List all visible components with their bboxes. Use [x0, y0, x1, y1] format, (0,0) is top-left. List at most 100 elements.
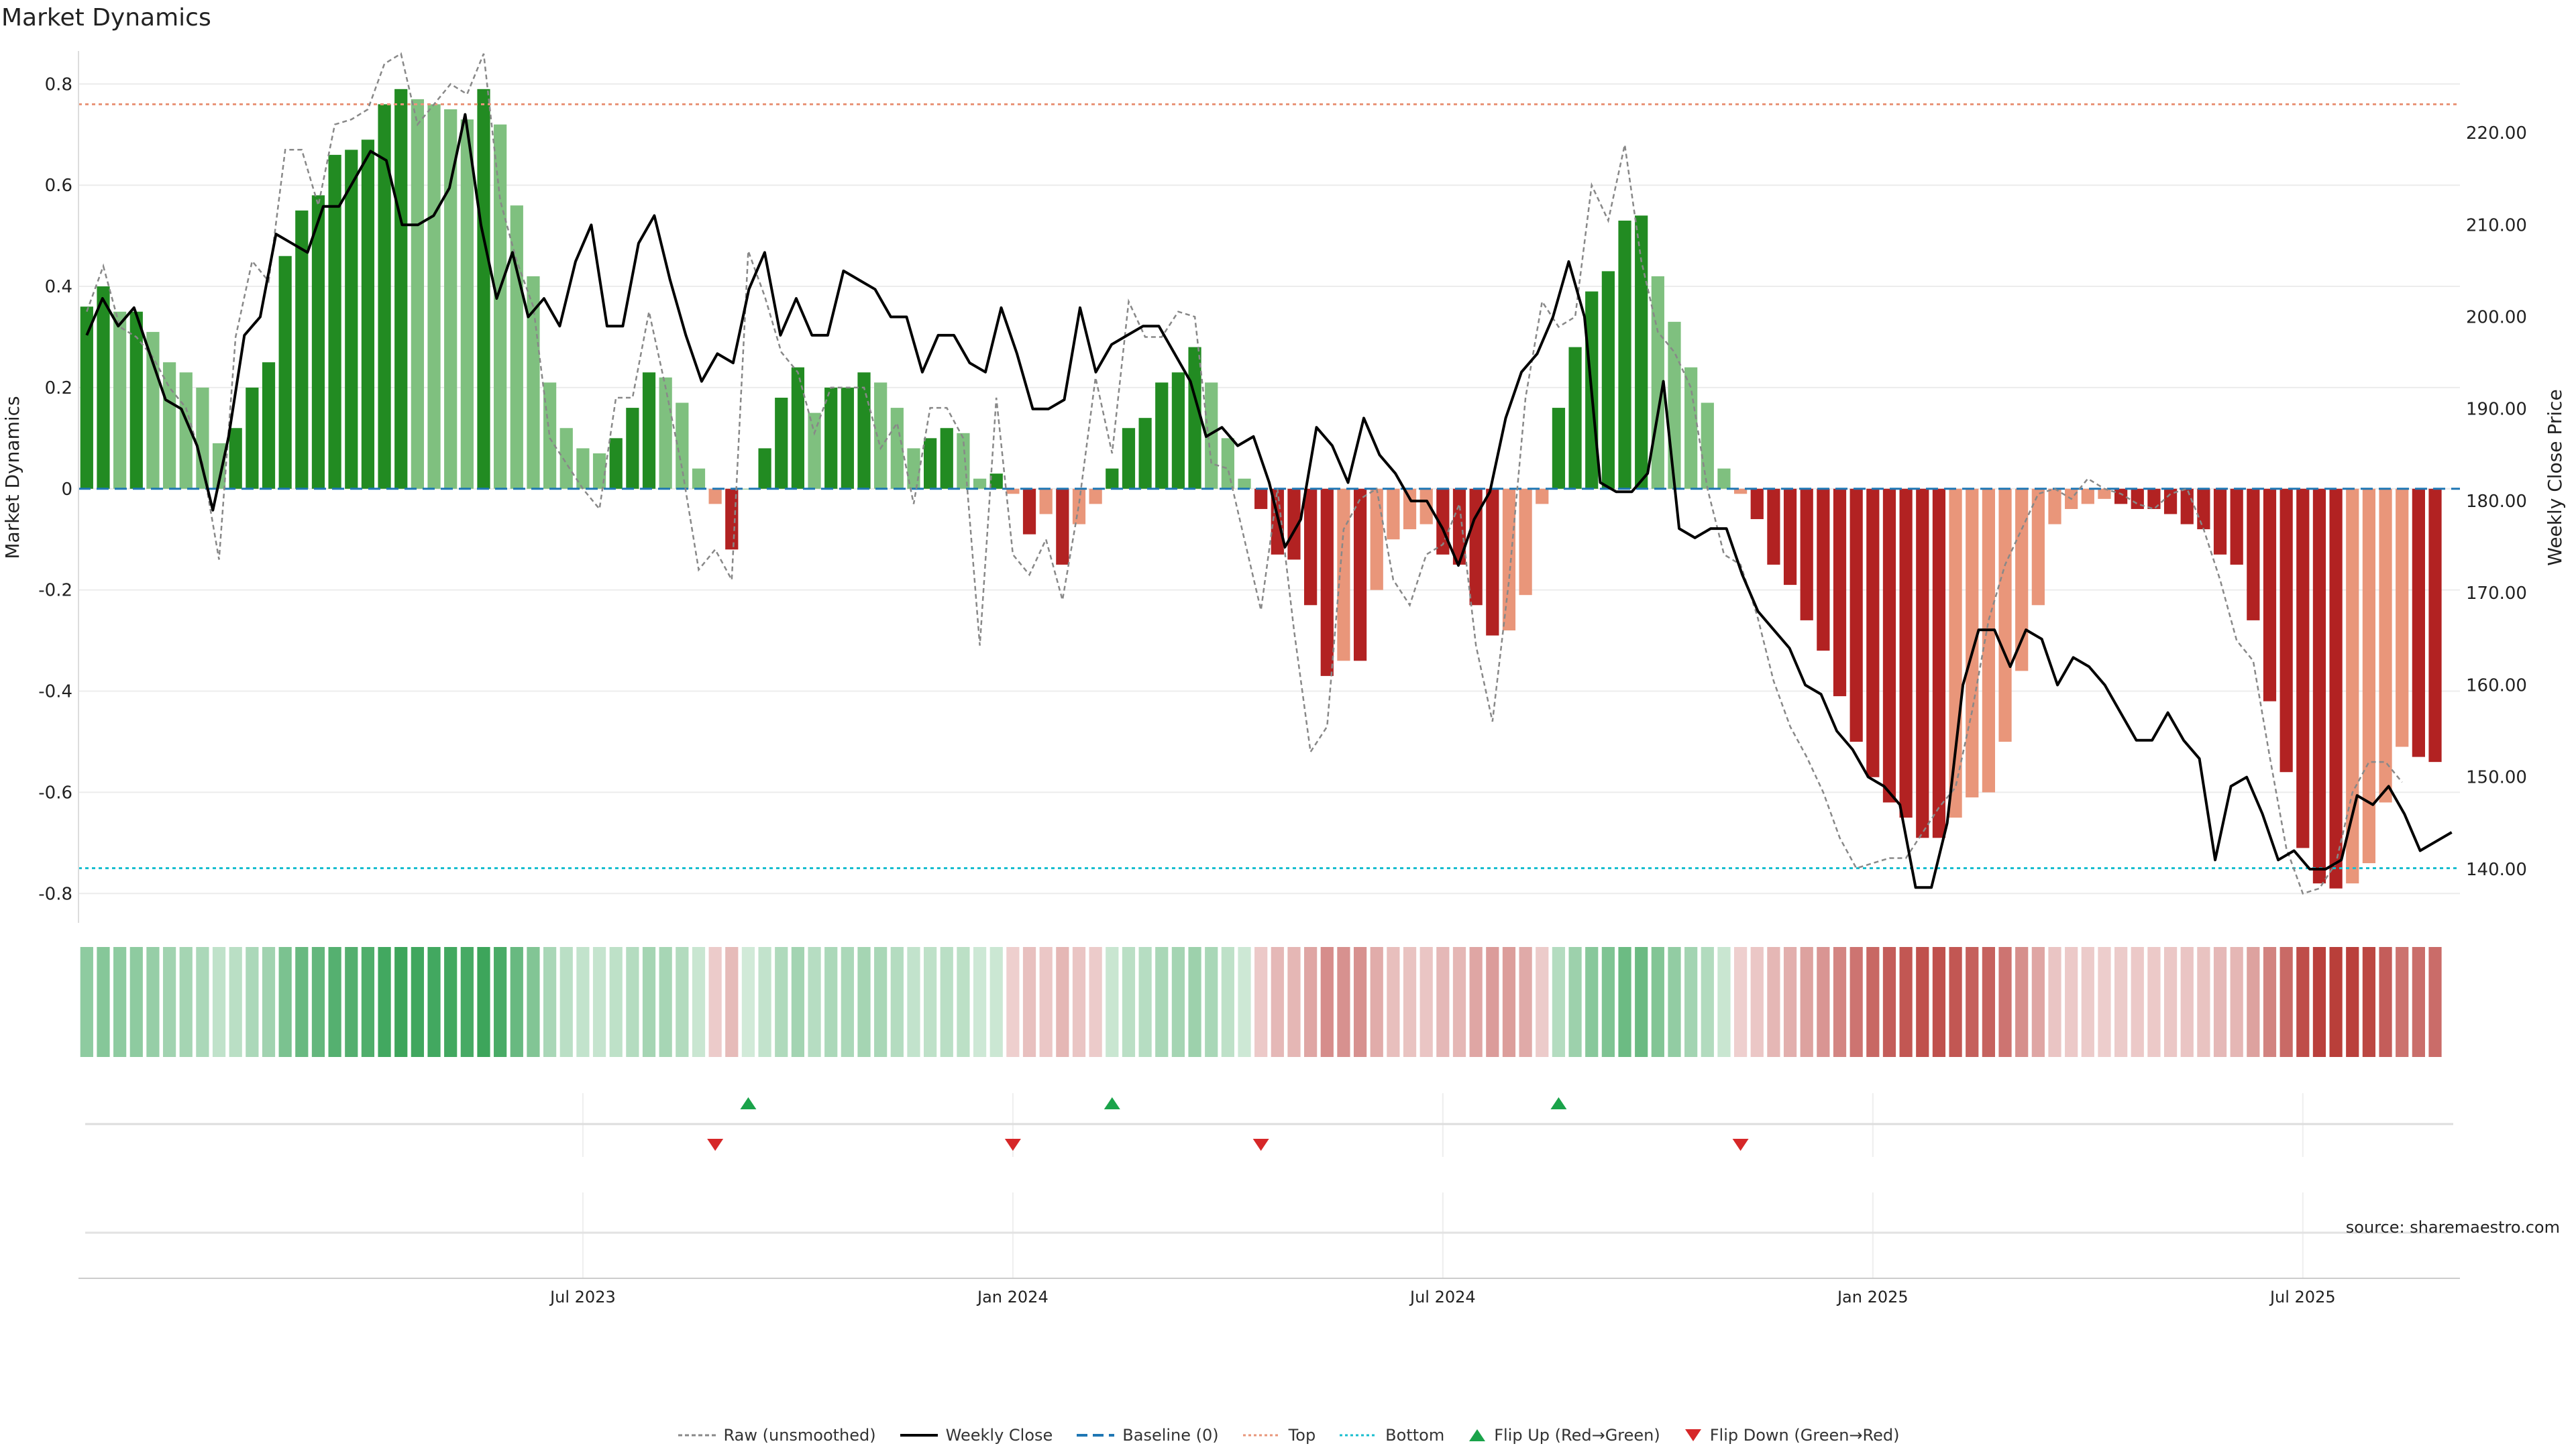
bar: [676, 402, 689, 489]
bar: [2412, 488, 2425, 757]
heat-cell: [1271, 947, 1284, 1057]
heat-cell: [2048, 947, 2061, 1057]
heat-cell: [278, 947, 292, 1057]
bar: [924, 438, 937, 489]
bar: [2428, 488, 2442, 763]
heat-cell: [129, 947, 143, 1057]
heat-cell: [1618, 947, 1631, 1057]
heat-cell: [708, 947, 722, 1057]
bar: [576, 448, 590, 489]
bar: [80, 306, 93, 489]
heat-cell: [2428, 947, 2442, 1057]
heat-cell: [510, 947, 523, 1057]
heat-cell: [2362, 947, 2376, 1057]
bar: [345, 150, 358, 489]
heat-cell: [1022, 947, 1036, 1057]
heat-cell: [2312, 947, 2326, 1057]
right-tick-label: 150.00: [2466, 768, 2527, 788]
heat-cell: [1916, 947, 1929, 1057]
heat-cell: [97, 947, 110, 1057]
bar: [1403, 488, 1417, 530]
heat-cell: [559, 947, 573, 1057]
bar: [1849, 488, 1863, 742]
heat-cell: [2081, 947, 2094, 1057]
heat-cell: [1651, 947, 1664, 1057]
heat-cell: [626, 947, 639, 1057]
bar: [2197, 488, 2210, 530]
heat-cell: [1304, 947, 1318, 1057]
bar: [1783, 488, 1797, 585]
bar: [592, 453, 606, 489]
heat-cell: [1833, 947, 1847, 1057]
bar: [1767, 488, 1780, 565]
heat-cell: [1072, 947, 1086, 1057]
left-tick-label: -0.6: [38, 783, 72, 803]
bar: [196, 387, 209, 489]
heat-cell: [1486, 947, 1499, 1057]
heat-cell: [2065, 947, 2078, 1057]
heat-cell: [692, 947, 706, 1057]
heat-cell: [113, 947, 127, 1057]
heat-cell: [378, 947, 391, 1057]
heat-cell: [874, 947, 888, 1057]
bar: [460, 119, 474, 489]
heat-cell: [1717, 947, 1731, 1057]
bar: [1486, 488, 1499, 636]
bar: [2279, 488, 2293, 773]
heat-cell: [676, 947, 689, 1057]
heat-cell: [775, 947, 788, 1057]
bar: [940, 428, 953, 489]
legend-item-bottom: Bottom: [1338, 1426, 1444, 1445]
axes: 0.8 0.6 0.4 0.2 0 -0.2 -0.4 -0.6 -0.8 220.00 210.0…: [38, 51, 2527, 923]
right-tick-label: 200.00: [2466, 307, 2527, 327]
heat-cell: [1733, 947, 1748, 1057]
heat-cell: [2098, 947, 2111, 1057]
flip-up-marker: [740, 1097, 757, 1109]
bar: [97, 286, 110, 489]
flip-down-marker: [1732, 1139, 1749, 1151]
weekly-close-line-icon: [900, 1434, 938, 1437]
bar: [1932, 488, 1946, 838]
flip-up-marker: [1550, 1097, 1567, 1109]
bar: [212, 443, 226, 489]
bar: [1337, 488, 1350, 661]
bar: [2379, 488, 2392, 803]
bar: [1452, 488, 1466, 565]
bar: [1982, 488, 1996, 793]
bar: [2312, 488, 2326, 884]
bar: [1155, 382, 1169, 489]
heat-cell: [1387, 947, 1400, 1057]
heat-cell: [824, 947, 838, 1057]
legend: Raw (unsmoothed) Weekly Close Baseline (…: [0, 1420, 2576, 1450]
bar: [262, 362, 276, 489]
bar: [2180, 488, 2194, 524]
heat-cell: [609, 947, 623, 1057]
bar: [659, 377, 672, 489]
heat-cell: [576, 947, 590, 1057]
heat-cell: [1552, 947, 1566, 1057]
right-axis-label: Weekly Close Price: [2544, 389, 2566, 565]
x-tick-label: Jan 2025: [1836, 1288, 1909, 1306]
heat-cell: [1783, 947, 1797, 1057]
heat-cell: [1006, 947, 1020, 1057]
bar: [2213, 488, 2227, 555]
right-tick-label: 140.00: [2466, 860, 2527, 880]
bar: [741, 488, 755, 490]
left-tick-label: 0: [61, 480, 72, 500]
bar: [1536, 488, 1549, 504]
bar: [957, 433, 970, 489]
legend-label-top: Top: [1288, 1426, 1316, 1445]
bar: [1419, 488, 1433, 524]
legend-label-baseline: Baseline (0): [1122, 1426, 1219, 1445]
bar: [427, 104, 441, 489]
heat-cell: [2180, 947, 2194, 1057]
bar: [2081, 488, 2094, 504]
heat-cell: [394, 947, 408, 1057]
bar: [162, 362, 176, 489]
heat-cell: [1817, 947, 1830, 1057]
bar: [642, 372, 656, 489]
heat-cell: [162, 947, 176, 1057]
bar: [113, 311, 127, 489]
heat-strip: [80, 947, 2442, 1057]
bar: [2048, 488, 2061, 524]
